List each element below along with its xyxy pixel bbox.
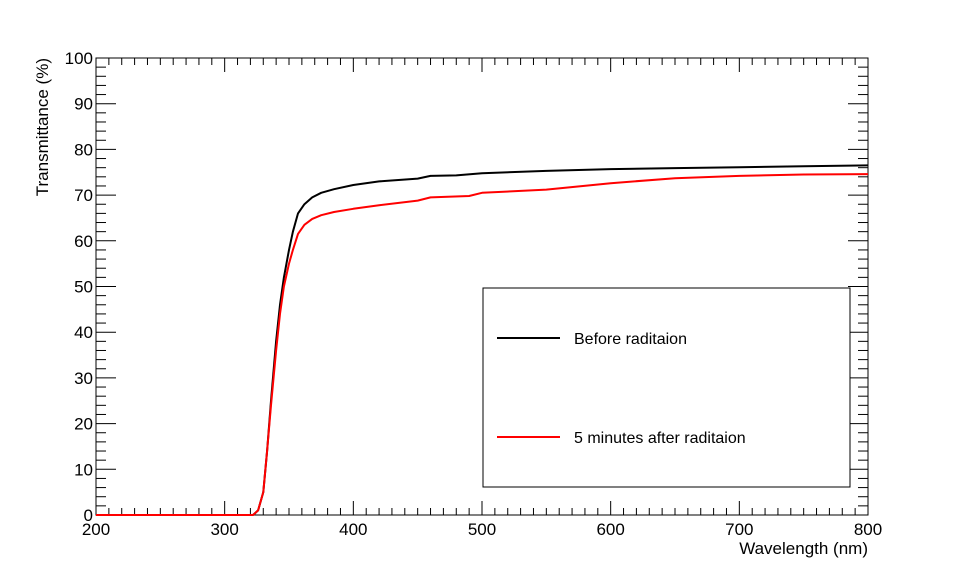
x-tick-label: 300 (210, 520, 238, 539)
axis-ticks (95, 57, 869, 516)
x-tick-label: 400 (339, 520, 367, 539)
y-tick-label: 0 (84, 506, 93, 525)
x-tick-label: 600 (596, 520, 624, 539)
series-after-line (96, 173, 869, 516)
y-tick-labels: 0 10 20 30 40 50 60 70 80 90 100 (65, 49, 93, 525)
y-tick-label: 70 (74, 186, 93, 205)
x-tick-label: 500 (468, 520, 496, 539)
y-tick-label: 30 (74, 369, 93, 388)
legend-label-after: 5 minutes after raditaion (574, 430, 746, 447)
y-axis-title: Transmittance (%) (33, 58, 52, 196)
series-lines (96, 164, 869, 516)
legend: Before raditaion 5 minutes after raditai… (482, 287, 851, 488)
y-tick-label: 40 (74, 323, 93, 342)
y-tick-label: 50 (74, 278, 93, 297)
x-tick-labels: 200 300 400 500 600 700 800 (82, 520, 882, 539)
y-tick-label: 20 (74, 415, 93, 434)
x-tick-label: 700 (725, 520, 753, 539)
legend-box (482, 287, 851, 488)
y-tick-label: 60 (74, 232, 93, 251)
y-tick-label: 100 (65, 49, 93, 68)
x-tick-label: 800 (854, 520, 882, 539)
y-tick-label: 90 (74, 95, 93, 114)
x-axis-title: Wavelength (nm) (739, 539, 868, 558)
y-tick-label: 80 (74, 140, 93, 159)
legend-label-before: Before raditaion (574, 331, 687, 348)
y-tick-label: 10 (74, 460, 93, 479)
x-tick-label: 200 (82, 520, 110, 539)
